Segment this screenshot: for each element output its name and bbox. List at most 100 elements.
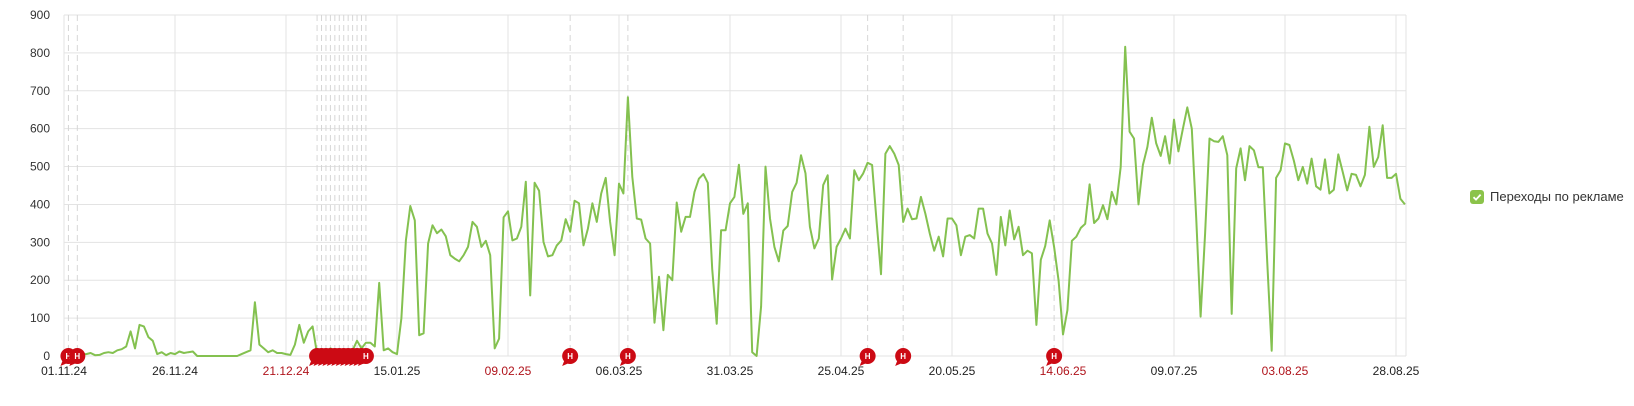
data-point[interactable] xyxy=(838,236,844,242)
data-point[interactable] xyxy=(505,208,511,214)
data-point[interactable] xyxy=(607,219,613,225)
data-point[interactable] xyxy=(1278,167,1284,173)
data-point[interactable] xyxy=(1060,331,1066,337)
data-point[interactable] xyxy=(247,347,253,353)
data-point[interactable] xyxy=(1118,164,1124,170)
data-point[interactable] xyxy=(1073,234,1079,240)
data-point[interactable] xyxy=(603,175,609,181)
data-point[interactable] xyxy=(1038,257,1044,263)
data-point[interactable] xyxy=(1224,152,1230,158)
data-point[interactable] xyxy=(776,258,782,264)
data-point[interactable] xyxy=(1149,115,1155,121)
data-point[interactable] xyxy=(785,223,791,229)
data-point[interactable] xyxy=(1109,189,1115,195)
data-point[interactable] xyxy=(438,226,444,232)
data-point[interactable] xyxy=(989,240,995,246)
data-point[interactable] xyxy=(740,211,746,217)
data-point[interactable] xyxy=(896,162,902,168)
data-point[interactable] xyxy=(971,236,977,242)
data-point[interactable] xyxy=(807,224,813,230)
data-point[interactable] xyxy=(1069,238,1075,244)
data-point[interactable] xyxy=(1389,175,1395,181)
data-point[interactable] xyxy=(1158,153,1164,159)
data-point[interactable] xyxy=(629,174,635,180)
data-point[interactable] xyxy=(1175,148,1181,154)
data-point[interactable] xyxy=(456,258,462,264)
data-point[interactable] xyxy=(1331,187,1337,193)
data-point[interactable] xyxy=(252,299,258,305)
data-point[interactable] xyxy=(1100,202,1106,208)
data-point[interactable] xyxy=(1286,142,1292,148)
data-point[interactable] xyxy=(594,219,600,225)
data-point[interactable] xyxy=(1304,181,1310,187)
data-point[interactable] xyxy=(1056,278,1062,284)
data-point[interactable] xyxy=(674,200,680,206)
data-point[interactable] xyxy=(1096,215,1102,221)
data-point[interactable] xyxy=(1353,172,1359,178)
data-point[interactable] xyxy=(900,219,906,225)
data-point[interactable] xyxy=(287,352,293,358)
data-point[interactable] xyxy=(825,172,831,178)
data-point[interactable] xyxy=(700,171,706,177)
data-point[interactable] xyxy=(794,180,800,186)
data-point[interactable] xyxy=(1269,348,1275,354)
data-point[interactable] xyxy=(1318,187,1324,193)
data-point[interactable] xyxy=(860,170,866,176)
data-point[interactable] xyxy=(1242,177,1248,183)
data-point[interactable] xyxy=(1229,311,1235,317)
data-point[interactable] xyxy=(1016,224,1022,230)
data-point[interactable] xyxy=(496,336,502,342)
data-point[interactable] xyxy=(1295,177,1301,183)
data-point[interactable] xyxy=(949,215,955,221)
data-point[interactable] xyxy=(647,240,653,246)
data-point[interactable] xyxy=(292,342,298,348)
data-point[interactable] xyxy=(705,180,711,186)
data-point[interactable] xyxy=(665,272,671,278)
data-point[interactable] xyxy=(1300,164,1306,170)
data-point[interactable] xyxy=(421,330,427,336)
data-point[interactable] xyxy=(1020,252,1026,258)
data-point[interactable] xyxy=(1144,144,1150,150)
data-point[interactable] xyxy=(372,344,378,350)
data-point[interactable] xyxy=(723,227,729,233)
data-point[interactable] xyxy=(376,280,382,286)
data-point[interactable] xyxy=(1007,208,1013,214)
data-point[interactable] xyxy=(1104,216,1110,222)
data-point[interactable] xyxy=(1082,221,1088,227)
data-point[interactable] xyxy=(1171,117,1177,123)
data-point[interactable] xyxy=(1153,140,1159,146)
data-point[interactable] xyxy=(802,170,808,176)
data-point[interactable] xyxy=(563,216,569,222)
data-point[interactable] xyxy=(709,266,715,272)
data-point[interactable] xyxy=(518,224,524,230)
data-point[interactable] xyxy=(913,215,919,221)
annotation-markers[interactable]: ННННННННННННННННННН xyxy=(60,348,1063,366)
data-point[interactable] xyxy=(1264,258,1270,264)
data-point[interactable] xyxy=(936,234,942,240)
data-point[interactable] xyxy=(851,167,857,173)
data-point[interactable] xyxy=(731,194,737,200)
data-point[interactable] xyxy=(927,231,933,237)
data-point[interactable] xyxy=(780,228,786,234)
data-point[interactable] xyxy=(1309,156,1315,162)
data-point[interactable] xyxy=(1260,164,1266,170)
data-point[interactable] xyxy=(1091,220,1097,226)
data-point[interactable] xyxy=(980,206,986,212)
data-point[interactable] xyxy=(652,320,658,326)
data-point[interactable] xyxy=(554,242,560,248)
data-point[interactable] xyxy=(430,222,436,228)
data-point[interactable] xyxy=(1029,250,1035,256)
data-point[interactable] xyxy=(905,206,911,212)
holiday-marker[interactable]: Н xyxy=(562,348,579,366)
data-point[interactable] xyxy=(1189,126,1195,132)
data-point[interactable] xyxy=(1167,161,1173,167)
data-point[interactable] xyxy=(616,181,622,187)
data-point[interactable] xyxy=(1033,322,1039,328)
holiday-marker[interactable]: Н xyxy=(1046,348,1063,366)
data-point[interactable] xyxy=(1402,201,1408,207)
holiday-marker[interactable]: Н xyxy=(895,348,912,366)
data-point[interactable] xyxy=(643,236,649,242)
data-point[interactable] xyxy=(492,345,498,351)
data-point[interactable] xyxy=(1357,183,1363,189)
data-point[interactable] xyxy=(501,214,507,220)
